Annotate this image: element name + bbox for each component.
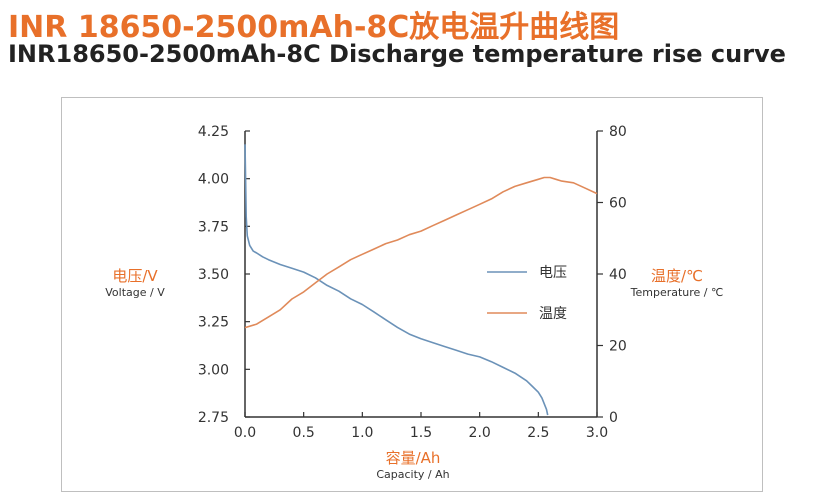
y-right-label-cn: 温度/℃ (651, 267, 703, 285)
y-left-tick-label: 3.25 (198, 315, 229, 331)
x-tick-label: 2.5 (527, 425, 549, 441)
voltage-series-line (244, 144, 549, 416)
series-layer (244, 144, 598, 416)
legend: 电压 温度 (487, 265, 567, 322)
x-label-cn: 容量/Ah (386, 449, 441, 467)
y-right-tick-label: 0 (609, 410, 618, 426)
x-tick-label: 2.0 (469, 425, 491, 441)
y-left-tick-label: 4.00 (198, 172, 229, 188)
y-left-label-cn: 电压/V (112, 267, 158, 285)
y-left-label-en: Voltage / V (105, 286, 165, 299)
temperature-series-line (244, 176, 598, 329)
y-left-tick-label: 3.75 (198, 219, 229, 235)
x-tick-label: 1.0 (351, 425, 373, 441)
x-tick-label: 0.5 (293, 425, 315, 441)
x-tick-label: 3.0 (586, 425, 608, 441)
y-left-tick-label: 4.25 (198, 124, 229, 140)
x-label-en: Capacity / Ah (376, 468, 449, 481)
y-left-tick-label: 3.00 (198, 362, 229, 378)
legend-label-temperature: 温度 (539, 306, 567, 322)
chart-title-en: INR18650-2500mAh-8C Discharge temperatur… (8, 40, 786, 68)
y-left-tick-label: 2.75 (198, 410, 229, 426)
y-left-tick-label: 3.50 (198, 267, 229, 283)
y-right-label-en: Temperature / ℃ (630, 286, 724, 299)
legend-label-voltage: 电压 (539, 265, 567, 281)
chart-frame (61, 97, 763, 492)
y-right-tick-label: 40 (609, 267, 627, 283)
y-right-tick-label: 80 (609, 124, 627, 140)
y-right-tick-label: 60 (609, 196, 627, 212)
chart-title-cn: INR 18650-2500mAh-8C放电温升曲线图 (8, 10, 620, 45)
x-tick-label: 0.0 (234, 425, 256, 441)
y-right-tick-label: 20 (609, 339, 627, 355)
ticks-layer: 0.0 0.5 1.0 1.5 2.0 2.5 3.0 2.75 3.00 3.25 3.50 3.7… (198, 124, 627, 441)
x-tick-label: 1.5 (410, 425, 432, 441)
